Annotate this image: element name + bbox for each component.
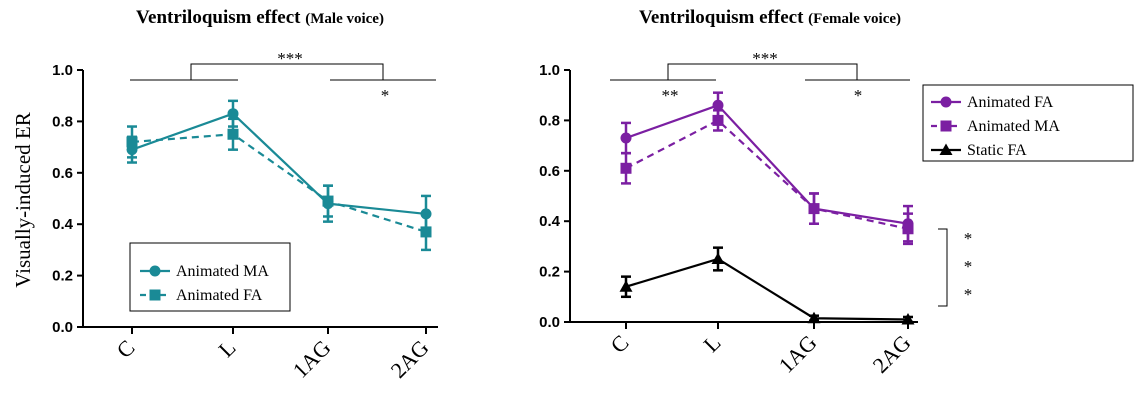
y-tick-label: 0.0 xyxy=(539,314,560,331)
legend-swatch-marker xyxy=(939,143,953,155)
data-point-static-fa xyxy=(807,311,821,324)
data-point-static-fa xyxy=(901,312,915,325)
sig-label-main: *** xyxy=(752,49,778,68)
data-point-animated-fa xyxy=(322,195,334,207)
legend-label: Animated MA xyxy=(967,118,1060,135)
x-tick-label-l: L xyxy=(213,335,240,362)
chart-title: Ventriloquism effect (Male voice) xyxy=(136,7,384,28)
series-line-animated-fa xyxy=(131,133,427,233)
y-tick-label: 0.4 xyxy=(52,216,74,233)
y-tick-label: 0.8 xyxy=(539,112,560,129)
legend-item-static-fa: Static FA xyxy=(931,142,1027,159)
data-point-animated-ma xyxy=(227,108,239,120)
chart-subtitle: (Female voice) xyxy=(808,11,901,27)
legend-item-animated-ma: Animated MA xyxy=(931,118,1060,135)
chart-male-voice: Ventriloquism effect (Male voice) Visual… xyxy=(11,7,438,383)
legend-label: Animated MA xyxy=(176,263,269,280)
y-tick-label: 0.6 xyxy=(52,165,73,182)
y-axis-label: Visually-induced ER xyxy=(11,112,35,287)
sig-star: * xyxy=(964,257,973,276)
sig-bracket-vertical xyxy=(938,228,948,307)
series-animated-fa xyxy=(620,91,914,243)
sig-bracket-main xyxy=(190,63,384,80)
legend-entries: Animated MA Animated FA xyxy=(140,263,269,304)
series-animated-ma xyxy=(620,109,914,246)
legend-swatch-marker xyxy=(940,120,952,132)
x-tick-label-c: C xyxy=(111,335,139,363)
y-tick-label: 0.0 xyxy=(52,319,73,336)
x-tick-label-2ag: 2AG xyxy=(386,335,434,383)
y-tick-label: 0.2 xyxy=(539,264,560,281)
significance-annotations xyxy=(610,63,948,307)
y-tick-label: 0.8 xyxy=(52,113,73,130)
legend-label: Animated FA xyxy=(967,94,1054,111)
series-line-animated-fa xyxy=(625,104,909,225)
sig-bracket-main xyxy=(667,63,858,80)
chart-title-main: Ventriloquism effect xyxy=(136,7,301,28)
sig-star: * xyxy=(964,285,973,304)
data-point-animated-ma xyxy=(808,203,820,215)
data-point-animated-ma xyxy=(902,223,914,235)
data-point-animated-fa xyxy=(227,128,239,140)
sig-label-left: ** xyxy=(662,86,679,105)
data-point-static-fa xyxy=(711,252,725,264)
data-point-animated-ma xyxy=(620,162,632,174)
sig-label-right: * xyxy=(381,86,390,105)
series-animated-fa xyxy=(126,117,432,252)
y-tick-label: 0.6 xyxy=(539,163,560,180)
plot-area: 0.0 0.2 0.4 0.6 0.8 1.0 C L 1AG 2AG xyxy=(52,62,438,383)
series-line-animated-ma xyxy=(131,112,427,216)
chart-female-voice: Ventriloquism effect (Female voice) 0.00… xyxy=(539,7,1134,378)
y-tick-label: 1.0 xyxy=(539,62,560,79)
x-tick-label-l: L xyxy=(698,330,725,357)
plot-area: 0.0 0.2 0.4 0.6 0.8 1.0 C L 1AG 2AG xyxy=(539,62,918,378)
legend: Animated FA Animated MA Static FA xyxy=(922,84,1134,162)
legend-swatch-marker xyxy=(149,289,161,301)
y-tick-label: 1.0 xyxy=(52,62,73,79)
sig-label-right: * xyxy=(854,86,863,105)
legend-item-animated-fa: Animated FA xyxy=(140,287,263,304)
series-static-fa xyxy=(619,246,915,325)
sig-label-vertical: * * * xyxy=(964,229,973,304)
data-point-animated-fa xyxy=(620,132,632,144)
legend: Animated MA Animated FA xyxy=(129,242,291,312)
legend-swatch-marker xyxy=(149,265,161,277)
chart-title-main: Ventriloquism effect xyxy=(639,7,804,28)
legend-label: Animated FA xyxy=(176,287,263,304)
legend-item-animated-fa: Animated FA xyxy=(931,94,1054,111)
data-point-static-fa xyxy=(619,280,633,292)
series-line-static-fa xyxy=(625,257,909,321)
data-point-animated-fa xyxy=(126,136,138,148)
sig-label-main: *** xyxy=(277,49,303,68)
data-point-animated-fa xyxy=(712,99,724,111)
x-tick-label-1ag: 1AG xyxy=(288,335,336,383)
data-point-animated-ma xyxy=(712,114,724,126)
y-tick-label: 0.2 xyxy=(52,268,73,285)
legend-label: Static FA xyxy=(967,142,1027,159)
x-tick-label-c: C xyxy=(605,330,633,358)
chart-title: Ventriloquism effect (Female voice) xyxy=(639,7,901,28)
data-point-animated-fa xyxy=(420,226,432,238)
legend-box xyxy=(922,84,1134,162)
legend-swatch-marker xyxy=(940,96,952,108)
y-tick-label: 0.4 xyxy=(539,213,561,230)
legend-item-animated-ma: Animated MA xyxy=(140,263,269,280)
significance-annotations xyxy=(130,63,436,81)
x-tick-label-1ag: 1AG xyxy=(774,330,822,378)
sig-star: * xyxy=(964,229,973,248)
series-line-animated-ma xyxy=(625,119,909,230)
legend-entries: Animated FA Animated MA Static FA xyxy=(931,94,1060,159)
chart-subtitle: (Male voice) xyxy=(305,11,384,27)
x-tick-label-2ag: 2AG xyxy=(868,330,916,378)
